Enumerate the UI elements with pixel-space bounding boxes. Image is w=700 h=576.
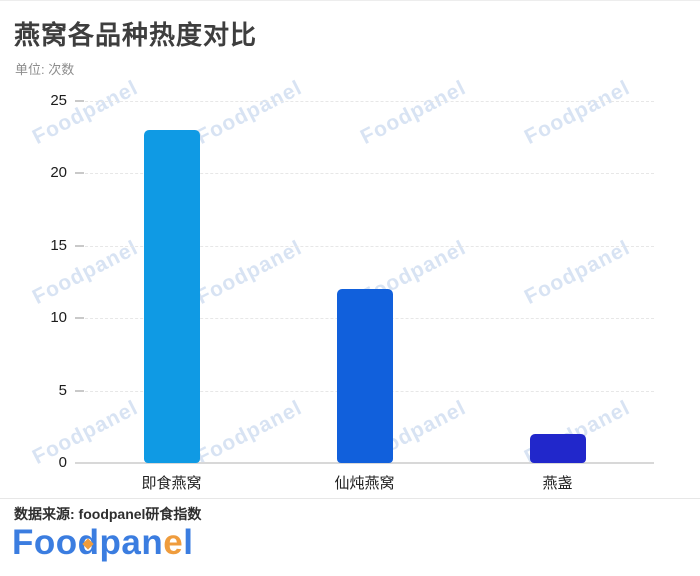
logo-text-pan: pan bbox=[99, 523, 164, 562]
x-axis-line bbox=[75, 462, 654, 464]
x-category-label: 燕盏 bbox=[542, 475, 573, 492]
gridline bbox=[75, 173, 654, 175]
logo-text-l: l bbox=[183, 523, 194, 562]
bar-燕盏 bbox=[529, 434, 586, 463]
bar-chart-plot-area: 0 5 10 15 20 25 即食燕窝 仙炖燕窝 燕盏 bbox=[50, 92, 654, 492]
chart-title: 燕窝各品种热度对比 bbox=[14, 20, 258, 50]
y-tick-label: 0 bbox=[58, 454, 67, 471]
x-category-label: 仙炖燕窝 bbox=[334, 475, 395, 492]
y-tick-label: 10 bbox=[50, 309, 67, 327]
y-tick-label: 5 bbox=[58, 381, 67, 399]
x-category-label: 即食燕窝 bbox=[141, 475, 202, 492]
bar-即食燕窝 bbox=[143, 130, 200, 463]
logo-text-d: d bbox=[77, 523, 100, 562]
foodpanel-logo: Foodpanel bbox=[12, 523, 193, 563]
data-source-label: 数据来源: foodpanel研食指数 bbox=[14, 506, 202, 522]
y-tick-mark bbox=[75, 389, 84, 392]
bar-仙炖燕窝 bbox=[336, 289, 393, 463]
y-tick-mark bbox=[75, 100, 84, 102]
y-tick-mark bbox=[75, 172, 84, 175]
bar-slot: 即食燕窝 bbox=[75, 101, 268, 492]
y-tick-label: 15 bbox=[50, 236, 67, 254]
y-tick-label: 25 bbox=[50, 92, 67, 109]
y-tick-label: 20 bbox=[50, 164, 67, 182]
bar-slot: 仙炖燕窝 bbox=[268, 101, 461, 492]
footer-divider bbox=[0, 498, 700, 499]
logo-text-e: e bbox=[163, 523, 184, 562]
gridline bbox=[75, 101, 654, 102]
unit-label: 单位: 次数 bbox=[15, 62, 75, 77]
y-tick-mark bbox=[75, 317, 84, 320]
y-tick-mark bbox=[75, 244, 84, 247]
bars-container: 即食燕窝 仙炖燕窝 燕盏 bbox=[75, 101, 654, 492]
gridline bbox=[75, 245, 654, 247]
logo-text-foo: Foo bbox=[12, 523, 78, 562]
bar-slot: 燕盏 bbox=[461, 101, 654, 492]
